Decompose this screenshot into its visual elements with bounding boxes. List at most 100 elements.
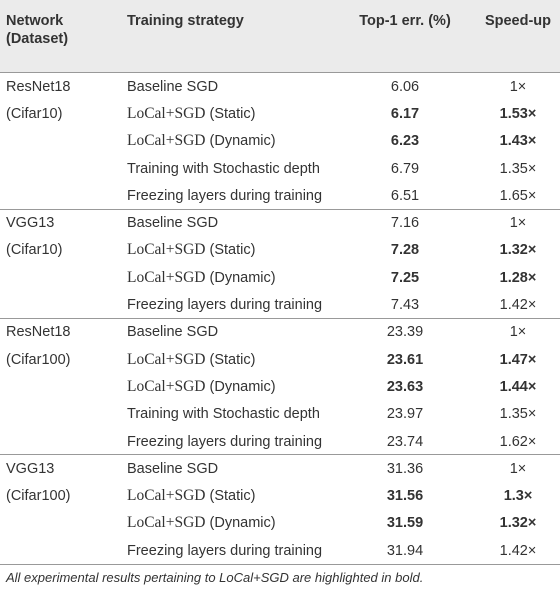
strategy: Baseline SGD [127,323,218,341]
method: LoCal+SGD [127,268,206,286]
method: LoCal+SGD [127,104,206,122]
method: Training with Stochastic depth [127,160,320,177]
strategy: LoCal+SGD (Dynamic) [127,269,276,287]
strategy: LoCal+SGD (Static) [127,105,255,123]
variant: (Static) [209,488,256,505]
variant: (Dynamic) [209,133,276,150]
strategy: LoCal+SGD (Dynamic) [127,132,276,150]
header-cell: Training strategy [127,13,244,29]
speedup: 1.28× [499,269,537,286]
method: LoCal+SGD [127,377,206,395]
method: Freezing layers during training [127,542,323,559]
method: LoCal+SGD [127,241,206,259]
strategy: LoCal+SGD (Dynamic) [127,378,276,396]
header-cell: Speed-up [484,13,552,29]
variant: (Dynamic) [209,378,276,395]
network: VGG13 [6,215,55,232]
network: ResNet18 [6,78,71,95]
speedup: 1× [509,460,527,477]
top1-error: 31.94 [386,542,424,559]
method: Baseline SGD [127,215,219,232]
method: Training with Stochastic depth [127,406,320,423]
header-cell: Top-1 err. (%) [359,13,451,29]
top1-error: 31.56 [386,488,424,505]
speedup: 1.32× [499,242,537,259]
speedup: 1.42× [499,297,537,314]
bottom-rule [0,564,560,566]
footnote: All experimental results pertaining to L… [6,570,424,585]
top1-error: 6.51 [390,187,420,204]
strategy: Baseline SGD [127,214,218,232]
dataset: (Cifar100) [6,488,71,505]
top1-error: 23.97 [386,406,424,423]
variant: (Static) [209,105,256,122]
speedup: 1× [509,78,527,95]
speedup: 1.53× [499,105,537,122]
top1-error: 23.63 [386,378,424,395]
top1-error: 31.36 [386,460,424,477]
strategy: Freezing layers during training [127,433,322,451]
strategy: LoCal+SGD (Static) [127,351,255,369]
header-background [0,0,560,72]
method: LoCal+SGD [127,132,206,150]
group-rule [0,317,560,319]
method: Baseline SGD [127,460,219,477]
method: Freezing layers during training [127,297,323,314]
dataset: (Cifar10) [6,105,63,122]
variant: (Dynamic) [209,269,276,286]
top1-error: 7.16 [390,215,420,232]
group-rule [0,208,560,210]
strategy: LoCal+SGD (Static) [127,487,255,505]
speedup: 1.3× [503,488,533,505]
strategy: Training with Stochastic depth [127,405,320,423]
method: Freezing layers during training [127,187,323,204]
strategy: Freezing layers during training [127,542,322,560]
dataset: (Cifar100) [6,351,71,368]
network: VGG13 [6,460,55,477]
group-rule [0,454,560,456]
method: LoCal+SGD [127,487,206,505]
top1-error: 6.17 [390,105,420,122]
speedup: 1.35× [499,406,537,423]
strategy: Baseline SGD [127,78,218,96]
strategy: Freezing layers during training [127,296,322,314]
top1-error: 6.23 [390,133,420,150]
speedup: 1× [509,324,527,341]
speedup: 1.65× [499,187,537,204]
speedup: 1.62× [499,433,537,450]
strategy: LoCal+SGD (Static) [127,241,255,259]
top1-error: 7.43 [390,297,420,314]
variant: (Dynamic) [209,515,276,532]
strategy: LoCal+SGD (Dynamic) [127,514,276,532]
variant: (Static) [209,351,256,368]
strategy: Training with Stochastic depth [127,160,320,178]
method: Baseline SGD [127,78,219,95]
top1-error: 31.59 [386,515,424,532]
variant: (Static) [209,242,256,259]
speedup: 1.42× [499,542,537,559]
speedup: 1.32× [499,515,537,532]
strategy: Baseline SGD [127,460,218,478]
method: LoCal+SGD [127,350,206,368]
network: ResNet18 [6,324,71,341]
speedup: 1× [509,215,527,232]
top1-error: 6.06 [390,78,420,95]
speedup: 1.44× [499,378,537,395]
method: Baseline SGD [127,324,219,341]
group-rule [0,72,560,73]
top1-error: 6.79 [390,160,420,177]
top1-error: 23.61 [386,351,424,368]
method: LoCal+SGD [127,514,206,532]
top1-error: 7.28 [390,242,420,259]
top1-error: 7.25 [390,269,420,286]
dataset: (Cifar10) [6,242,63,259]
method: Freezing layers during training [127,433,323,450]
strategy: Freezing layers during training [127,187,322,205]
top1-error: 23.39 [386,324,424,341]
top1-error: 23.74 [386,433,424,450]
speedup: 1.43× [499,133,537,150]
speedup: 1.47× [499,351,537,368]
speedup: 1.35× [499,160,537,177]
header-cell: Network (Dataset) [6,13,69,47]
